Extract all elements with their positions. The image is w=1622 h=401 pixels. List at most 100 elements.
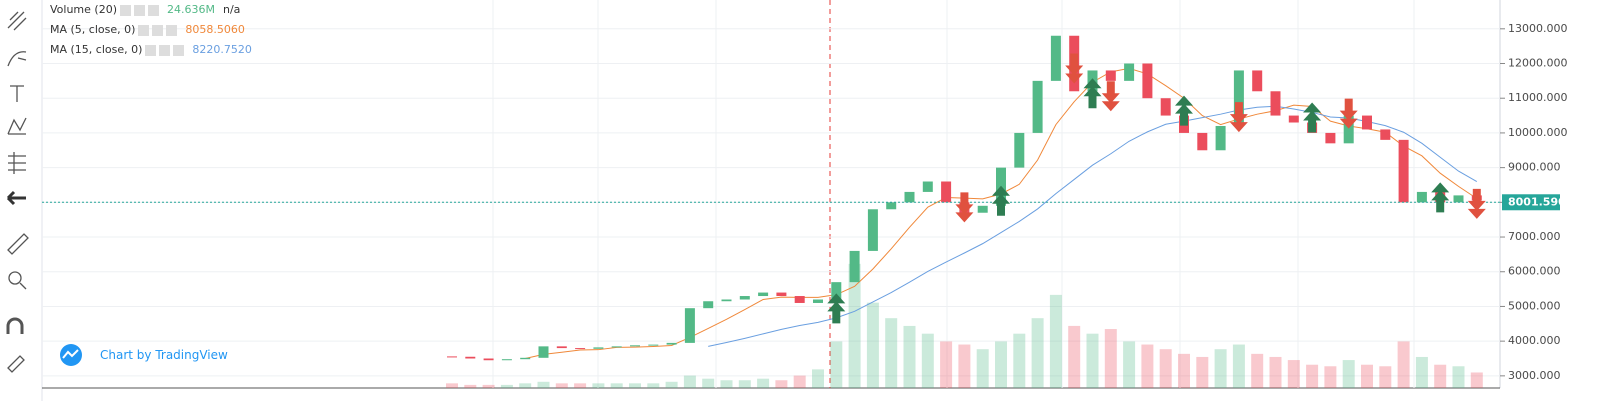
y-tick-label: 10000.000	[1508, 126, 1568, 139]
candle-body	[1050, 35, 1061, 81]
volume-bar	[830, 341, 843, 388]
candle-body	[648, 344, 659, 346]
candle-body	[849, 250, 860, 283]
candle-body	[465, 356, 476, 359]
volume-bar	[555, 383, 568, 388]
candle-body	[904, 191, 915, 203]
volume-bar	[848, 263, 861, 388]
candle-body	[1453, 195, 1464, 203]
candle-body	[1142, 63, 1153, 99]
volume-bar	[1342, 360, 1355, 388]
candle-body	[1416, 191, 1427, 203]
volume-bar	[1470, 372, 1483, 388]
y-tick-label: 5000.000	[1508, 299, 1561, 312]
volume-bar	[1013, 333, 1026, 388]
volume-bar	[1123, 341, 1136, 388]
last-price-label: 8001.590	[1508, 195, 1566, 208]
sell-signal	[1229, 102, 1248, 133]
sell-signal	[1467, 188, 1486, 219]
volume-bar	[1049, 294, 1062, 388]
candle-body	[1343, 115, 1354, 144]
y-tick-label: 13000.000	[1508, 22, 1568, 35]
volume-bar	[464, 384, 477, 388]
volume-bar	[757, 378, 770, 388]
volume-bar	[1086, 333, 1099, 388]
sell-signal	[1065, 53, 1084, 84]
legend-value: 8058.5060	[185, 23, 245, 36]
candle-body	[1215, 125, 1226, 151]
volume-bar	[1324, 366, 1337, 388]
y-tick-label: 11000.000	[1508, 91, 1568, 104]
candle-body	[941, 181, 952, 203]
candle-body	[520, 357, 531, 360]
sell-signal	[1101, 81, 1120, 112]
volume-bar	[738, 380, 751, 388]
volume-bar	[1104, 329, 1117, 388]
sell-signal	[955, 192, 974, 223]
candle-body	[556, 346, 567, 349]
candle-body	[867, 209, 878, 251]
legend: Volume (20) 24.636M n/a MA (5, close, 0) 80…	[50, 2, 252, 62]
volume-bar	[519, 383, 532, 388]
candle-body	[447, 356, 457, 358]
volume-bar	[610, 383, 623, 388]
candle-body	[721, 299, 732, 302]
candle-body	[501, 359, 512, 361]
legend-value: 8220.7520	[192, 43, 252, 56]
candle-body	[630, 345, 640, 347]
volume-bar	[1232, 344, 1245, 388]
candle-body	[1288, 115, 1299, 123]
legend-name: MA (5, close, 0)	[50, 23, 136, 36]
volume-bar	[921, 333, 934, 388]
volume-bar	[775, 380, 788, 388]
candle-body	[1197, 132, 1208, 151]
buy-signal	[1303, 102, 1322, 133]
candle-body	[1398, 139, 1409, 203]
buy-signal	[1431, 182, 1450, 213]
legend-name: Volume (20)	[50, 3, 117, 16]
buy-signal	[1083, 78, 1102, 109]
y-tick-label: 3000.000	[1508, 369, 1561, 382]
y-tick-label: 4000.000	[1508, 334, 1561, 347]
volume-bar	[574, 383, 587, 388]
volume-bar	[1251, 353, 1264, 388]
volume-bar	[1178, 353, 1190, 388]
volume-bar	[1141, 344, 1154, 388]
volume-bar	[866, 302, 879, 388]
volume-bar	[1196, 356, 1209, 388]
candle-body	[886, 202, 897, 210]
volume-bar	[446, 383, 458, 388]
volume-bar	[1452, 366, 1465, 388]
legend-row: MA (15, close, 0) 8220.7520	[50, 42, 252, 62]
y-tick-label: 6000.000	[1508, 265, 1561, 278]
volume-bar	[720, 380, 733, 388]
candle-body	[977, 205, 988, 213]
candle-body	[684, 308, 695, 343]
candle-body	[1160, 98, 1171, 116]
candle-body	[1124, 63, 1135, 81]
watermark-logo	[60, 344, 82, 366]
legend-name: MA (15, close, 0)	[50, 43, 143, 56]
volume-bar	[1415, 356, 1428, 388]
toolbar-icons[interactable]	[6, 11, 29, 373]
watermark-text: Chart by TradingView	[100, 348, 228, 362]
candle-body	[611, 346, 622, 348]
candle-body	[1014, 132, 1025, 168]
volume-bar	[1361, 364, 1373, 388]
volume-bar	[1379, 366, 1392, 388]
candle-body	[739, 296, 750, 300]
candle-body	[1252, 70, 1263, 92]
volume-bar	[647, 383, 660, 388]
volume-bar	[1434, 364, 1447, 388]
volume-bar	[976, 349, 989, 388]
candle-body	[1233, 70, 1244, 126]
volume-bar	[1306, 364, 1319, 388]
volume-bar	[1068, 325, 1081, 388]
volume-bar	[812, 369, 824, 388]
volume-bar	[1269, 356, 1282, 388]
y-tick-label: 9000.000	[1508, 161, 1561, 174]
candle-body	[794, 296, 805, 303]
volume-bar	[1159, 349, 1172, 388]
candle-body	[1270, 91, 1281, 116]
